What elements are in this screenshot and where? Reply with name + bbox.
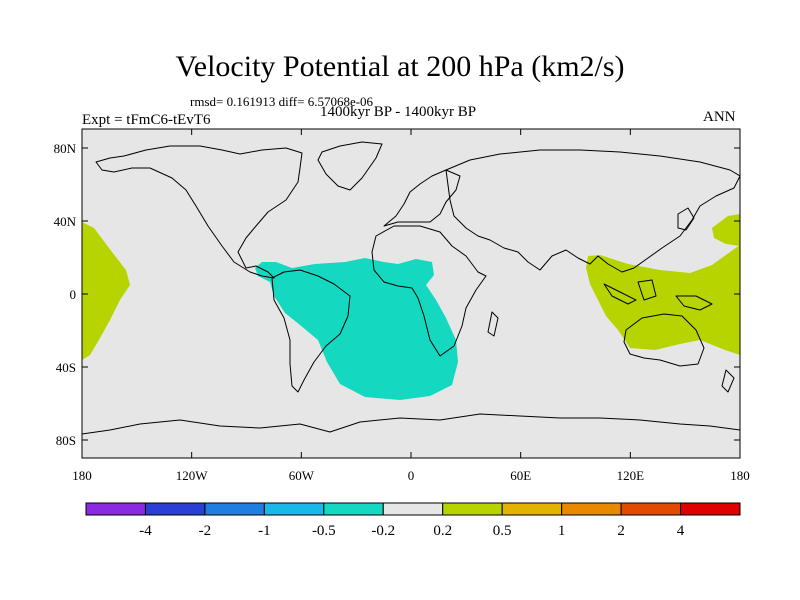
lon-label: 120W <box>176 468 209 483</box>
coast-borneo <box>637 279 657 301</box>
lat-label: 0 <box>70 287 77 302</box>
colorbar-label: -1 <box>258 523 271 539</box>
colorbar-label: -4 <box>139 523 152 539</box>
axis-labels: 180 120W 60W 0 60E 120E 180 80N 40N 0 40S 80S <box>54 141 750 483</box>
lat-label: 40S <box>56 360 76 375</box>
coast-north-america <box>95 145 303 279</box>
colorbar-swatch <box>323 502 384 516</box>
stats-text: rmsd= 0.161913 diff= 6.57068e-06 <box>190 94 374 109</box>
colorbar-label: -0.2 <box>371 523 395 539</box>
colorbar-label: 4 <box>677 523 685 539</box>
colorbar: -4 -2 -1 -0.5 -0.2 0.2 0.5 1 2 4 <box>85 502 741 539</box>
colorbar-swatch <box>680 502 741 516</box>
coast-japan <box>677 207 695 231</box>
lon-label: 180 <box>72 468 92 483</box>
coastlines <box>82 141 740 435</box>
colorbar-label: -0.5 <box>312 523 336 539</box>
colorbar-swatch <box>85 502 146 516</box>
colorbar-swatch <box>144 502 206 516</box>
lat-label: 80N <box>54 141 77 156</box>
positive-anomaly-region-west <box>82 222 130 360</box>
colorbar-label: 0.5 <box>493 523 512 539</box>
coast-greenland <box>317 141 383 191</box>
coast-new-zealand <box>721 369 735 393</box>
lon-label: 120E <box>617 468 645 483</box>
coast-europe <box>383 169 461 227</box>
coast-antarctica <box>82 413 740 435</box>
season-label: ANN <box>703 109 736 125</box>
positive-anomaly-region-east <box>586 245 740 355</box>
colorbar-swatch <box>620 502 682 516</box>
coast-indonesia <box>603 283 637 305</box>
coast-madagascar <box>487 311 499 337</box>
experiment-label: Expt = tFmC6-tEvT6 <box>82 112 211 128</box>
colorbar-swatch <box>263 502 325 516</box>
colorbar-label: 1 <box>558 523 566 539</box>
lon-label: 60W <box>289 468 315 483</box>
colorbar-swatch <box>382 502 444 516</box>
colorbar-label: -2 <box>199 523 212 539</box>
coast-australia <box>623 313 705 367</box>
colorbar-label: 0.2 <box>433 523 452 539</box>
lat-label: 40N <box>54 214 77 229</box>
anomaly-regions <box>82 214 740 400</box>
lat-label: 80S <box>56 433 76 448</box>
coast-africa <box>371 225 487 357</box>
coast-asia <box>445 149 740 273</box>
colorbar-swatch <box>442 502 503 516</box>
colorbar-label: 2 <box>617 523 625 539</box>
period-subtitle: 1400kyr BP - 1400kyr BP <box>320 104 477 120</box>
map-title: Velocity Potential at 200 hPa (km2/s) <box>175 50 625 83</box>
coast-new-guinea <box>675 295 713 311</box>
coast-south-america <box>271 269 351 393</box>
positive-anomaly-region-northeast <box>712 214 740 246</box>
lon-label: 180 <box>730 468 750 483</box>
colorbar-swatch <box>204 502 265 516</box>
lon-label: 60E <box>510 468 531 483</box>
colorbar-swatch <box>561 502 622 516</box>
colorbar-swatch <box>501 502 563 516</box>
lon-label: 0 <box>408 468 415 483</box>
negative-anomaly-region <box>255 258 458 400</box>
axis-ticks <box>81 129 741 458</box>
